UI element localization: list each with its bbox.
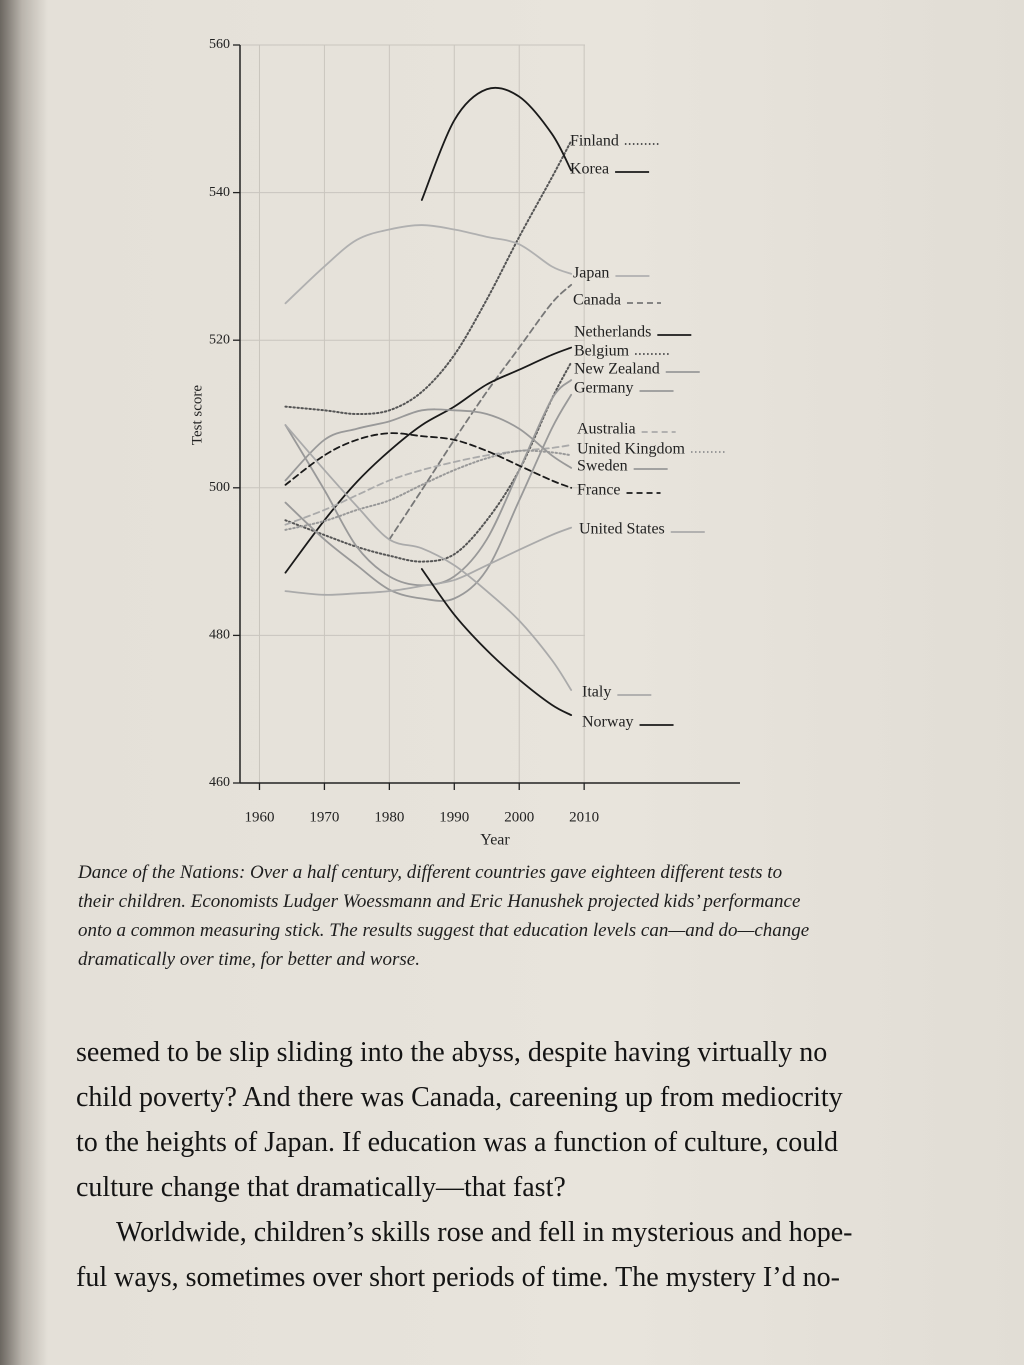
legend-label: Australia <box>577 421 636 438</box>
legend-label: Norway <box>582 714 634 731</box>
x-axis-label: Year <box>480 832 510 849</box>
body-line: to the heights of Japan. If education wa… <box>76 1127 838 1158</box>
legend-label: United Kingdom <box>577 441 686 458</box>
series-line <box>284 432 573 489</box>
series-line <box>284 139 573 416</box>
x-tick-label: 2010 <box>569 809 599 825</box>
y-tick-label: 500 <box>209 480 230 495</box>
series-line <box>420 568 573 717</box>
series-line <box>284 393 573 602</box>
y-tick-label: 480 <box>209 628 230 643</box>
legend-label: France <box>577 482 621 499</box>
caption-line: dramatically over time, for better and w… <box>78 949 420 970</box>
legend-label: Sweden <box>577 458 628 475</box>
legend-label: Finland <box>570 133 619 150</box>
body-text: seemed to be slip sliding into the abyss… <box>76 1030 906 1300</box>
legend-label: United States <box>579 521 665 538</box>
caption-line: Dance of the Nations: Over a half centur… <box>78 862 783 883</box>
legend-label: Netherlands <box>574 324 651 341</box>
x-tick-label: 1970 <box>309 809 339 825</box>
body-line: seemed to be slip sliding into the abyss… <box>76 1037 828 1068</box>
caption-line: onto a common measuring stick. The resul… <box>78 920 810 941</box>
body-line: culture change that dramatically—that fa… <box>76 1172 566 1203</box>
body-line: child poverty? And there was Canada, car… <box>76 1082 843 1113</box>
y-tick-label: 520 <box>209 332 230 347</box>
legend-label: Canada <box>573 292 621 309</box>
series-line <box>388 283 573 541</box>
legend-label: Korea <box>570 161 609 178</box>
caption: Dance of the Nations: Over a half centur… <box>78 858 898 974</box>
y-tick-label: 540 <box>209 185 230 200</box>
y-tick-label: 560 <box>209 37 230 52</box>
series-line <box>284 526 573 596</box>
y-tick-label: 460 <box>209 775 230 790</box>
body-line: ful ways, sometimes over short periods o… <box>76 1262 840 1293</box>
x-tick-label: 1960 <box>244 809 274 825</box>
series-line <box>284 361 573 563</box>
series-line <box>420 86 573 201</box>
x-tick-label: 1980 <box>374 809 404 825</box>
series-line <box>284 224 573 305</box>
x-tick-label: 2000 <box>504 809 534 825</box>
series-line <box>284 449 573 531</box>
y-axis-label: Test score <box>189 385 205 446</box>
legend-label: Italy <box>582 684 611 701</box>
legend-label: Germany <box>574 380 634 397</box>
legend-label: Belgium <box>574 343 630 360</box>
x-tick-label: 1990 <box>439 809 469 825</box>
series-line <box>284 408 573 482</box>
series-line <box>284 424 573 691</box>
legend-label: New Zealand <box>574 361 660 378</box>
series-line <box>284 379 573 587</box>
series-line <box>284 444 573 526</box>
caption-line: their children. Economists Ludger Woessm… <box>78 891 801 912</box>
legend-label: Japan <box>573 265 609 282</box>
series-line <box>284 346 573 574</box>
body-line: Worldwide, children’s skills rose and fe… <box>116 1217 853 1248</box>
